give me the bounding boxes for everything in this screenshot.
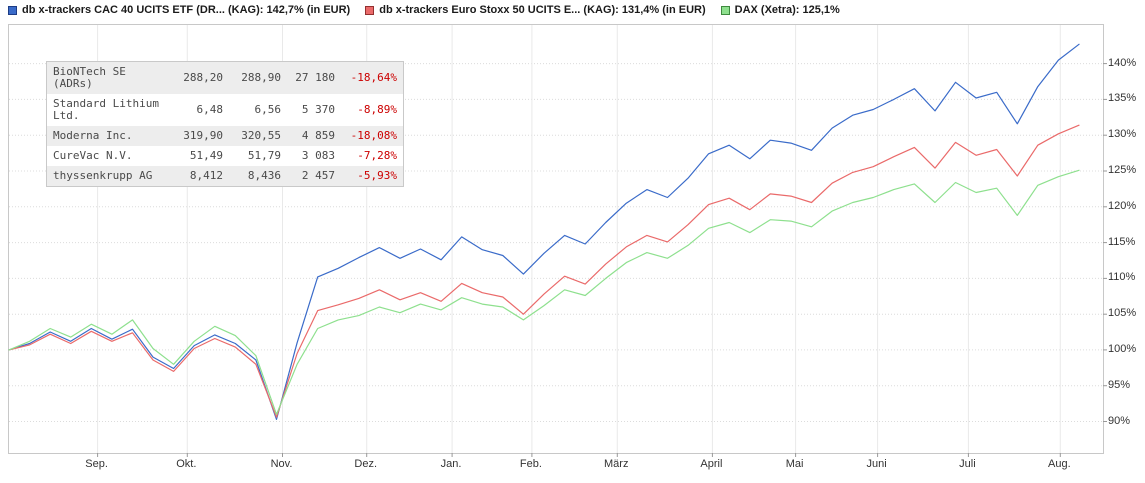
y-axis-label: 130%	[1108, 128, 1137, 141]
x-axis-label: Nov.	[270, 458, 293, 470]
change-percent: -8,89%	[357, 103, 397, 116]
legend-label-dax: DAX (Xetra): 125,1%	[734, 4, 840, 16]
instrument-name: CureVac N.V.	[53, 149, 133, 162]
legend-item-cac40[interactable]: db x-trackers CAC 40 UCITS ETF (DR... (K…	[8, 4, 350, 16]
bid-value: 51,49	[189, 149, 223, 162]
y-axis-label: 95%	[1108, 378, 1131, 391]
ask-value: 8,436	[247, 169, 281, 182]
x-axis-label: Okt.	[176, 458, 197, 470]
watchlist-row[interactable]: CureVac N.V. 51,49 51,79 3 083 -7,28%	[46, 146, 404, 166]
x-axis-label: April	[700, 458, 723, 470]
x-axis-label: Feb.	[519, 458, 542, 470]
series-line-cac40-etf	[8, 43, 1080, 420]
bid-value: 8,412	[189, 169, 223, 182]
y-axis-label: 135%	[1108, 92, 1137, 105]
legend-item-eurostoxx50[interactable]: db x-trackers Euro Stoxx 50 UCITS E... (…	[365, 4, 706, 16]
watchlist-row[interactable]: Moderna Inc. 319,90 320,55 4 859 -18,08%	[46, 126, 404, 146]
instrument-name: BioNTech SE (ADRs)	[53, 65, 126, 90]
change-percent: -18,08%	[350, 129, 397, 142]
x-axis-label: März	[604, 458, 629, 470]
volume-value: 3 083	[301, 149, 335, 162]
x-axis-label: Jan.	[440, 458, 462, 470]
chart-legend: db x-trackers CAC 40 UCITS ETF (DR... (K…	[8, 4, 840, 16]
volume-value: 2 457	[301, 169, 335, 182]
y-axis-label: 90%	[1108, 414, 1131, 427]
ask-value: 51,79	[247, 149, 281, 162]
chart-canvas[interactable]	[8, 25, 1107, 457]
ask-value: 288,90	[241, 71, 281, 84]
series-line-dax	[8, 169, 1080, 415]
ask-value: 6,56	[254, 103, 282, 116]
legend-label-cac40: db x-trackers CAC 40 UCITS ETF (DR... (K…	[22, 4, 351, 16]
x-axis-label: Juli	[959, 458, 976, 470]
y-axis-label: 110%	[1108, 271, 1136, 284]
change-percent: -18,64%	[350, 71, 397, 84]
bid-value: 6,48	[196, 103, 224, 116]
x-axis-label: Juni	[866, 458, 887, 470]
y-axis-label: 100%	[1108, 342, 1137, 355]
y-axis-label: 120%	[1108, 199, 1137, 212]
volume-value: 4 859	[301, 129, 335, 142]
instrument-name: Standard Lithium Ltd.	[53, 97, 159, 122]
watchlist-row[interactable]: Standard Lithium Ltd. 6,48 6,56 5 370 -8,89%	[46, 94, 404, 126]
y-axis-label: 125%	[1108, 164, 1137, 176]
bid-value: 319,90	[183, 129, 223, 142]
volume-value: 5 370	[301, 103, 335, 116]
cac40-series-marker-icon	[8, 5, 17, 15]
instrument-name: thyssenkrupp AG	[53, 169, 153, 182]
watchlist-row[interactable]: BioNTech SE (ADRs) 288,20 288,90 27 180 -18,…	[46, 61, 404, 94]
x-axis-label: Dez.	[354, 458, 378, 470]
legend-label-eurostoxx50: db x-trackers Euro Stoxx 50 UCITS E... (…	[379, 4, 706, 16]
y-axis-label: 115%	[1108, 235, 1136, 248]
watchlist-row[interactable]: thyssenkrupp AG 8,412 8,436 2 457 -5,93%	[46, 166, 404, 187]
series-line-eurostoxx50-etf	[8, 124, 1080, 418]
y-axis-label: 140%	[1108, 56, 1137, 69]
x-axis-label: Aug.	[1048, 458, 1071, 470]
change-percent: -5,93%	[357, 169, 397, 182]
ask-value: 320,55	[241, 129, 281, 142]
x-axis-label: Mai	[785, 458, 804, 470]
x-axis-label: Sep.	[85, 458, 108, 470]
eurostoxx50-series-marker-icon	[365, 5, 375, 15]
change-percent: -7,28%	[357, 149, 397, 162]
chart-plot-area[interactable]: BioNTech SE (ADRs) 288,20 288,90 27 180 -18,…	[8, 24, 1107, 457]
volume-value: 27 180	[295, 71, 335, 84]
dax-series-marker-icon	[720, 5, 730, 15]
legend-item-dax[interactable]: DAX (Xetra): 125,1%	[720, 4, 840, 16]
instrument-name: Moderna Inc.	[53, 129, 133, 142]
bid-value: 288,20	[183, 71, 223, 84]
y-axis-label: 105%	[1108, 307, 1137, 320]
watchlist-table: BioNTech SE (ADRs) 288,20 288,90 27 180 -18,…	[46, 61, 404, 187]
